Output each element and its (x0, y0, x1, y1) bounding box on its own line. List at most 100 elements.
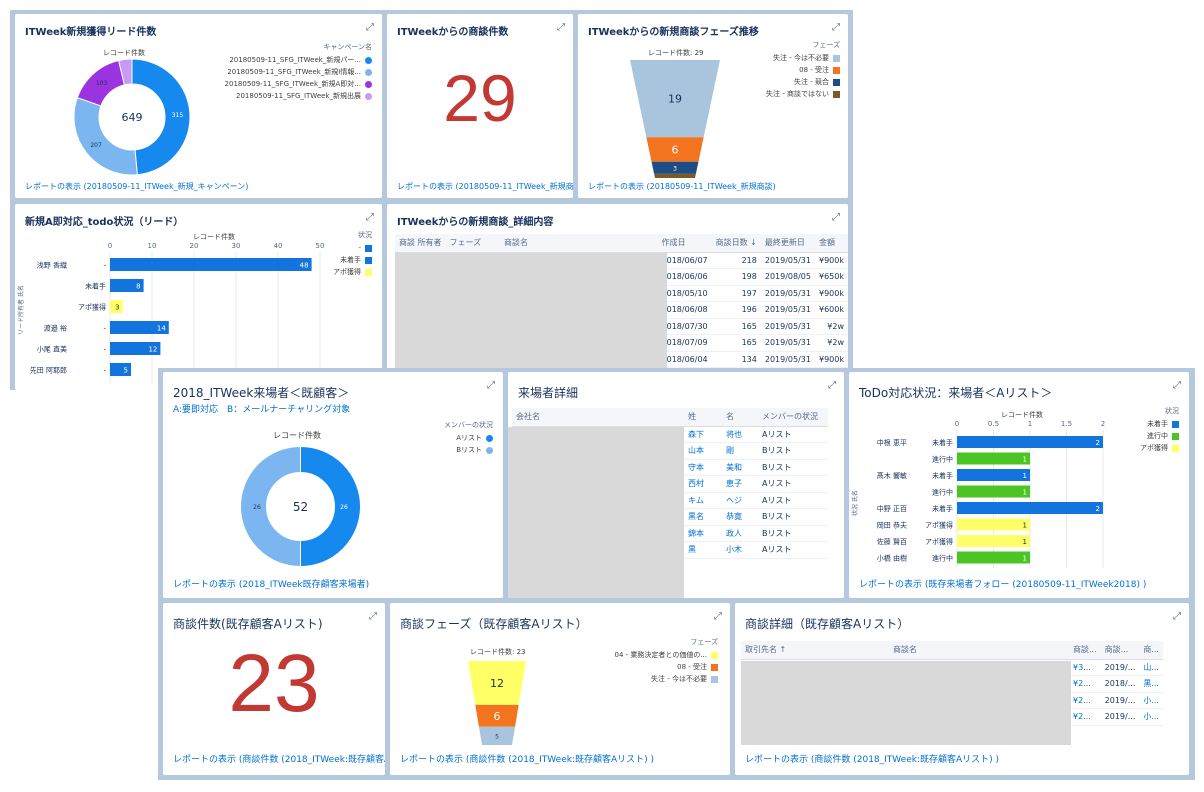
donut-segment[interactable] (73, 96, 138, 176)
expand-icon[interactable]: ⤢ (714, 611, 722, 622)
bar[interactable] (957, 452, 1030, 465)
donut-segment[interactable] (118, 58, 133, 86)
redacted-area (508, 427, 684, 598)
funnel-segment[interactable] (630, 60, 720, 138)
table-cell[interactable]: 守本 (684, 459, 722, 476)
bar[interactable] (957, 485, 1030, 498)
expand-icon[interactable]: ⤢ (832, 22, 840, 33)
legend-swatch (1172, 444, 1179, 452)
legend-swatch (365, 92, 372, 100)
bar[interactable] (110, 321, 169, 334)
table-cell[interactable]: ¥2... (1069, 675, 1101, 693)
funnel-segment[interactable] (654, 173, 696, 178)
donut-segment[interactable] (240, 445, 301, 568)
view-report-link[interactable]: レポートの表示 (商談件数 (2018_ITWeek:既存顧客Aリスト) ) (745, 755, 1000, 765)
view-report-link[interactable]: レポートの表示 (20180509-11_ITWeek_新規商談) (588, 182, 776, 191)
funnel-segment[interactable] (478, 726, 516, 745)
expand-icon[interactable]: ⤢ (1173, 611, 1181, 622)
donut-segment[interactable] (300, 445, 361, 568)
table-cell[interactable]: ¥3... (1069, 659, 1101, 676)
funnel-segment[interactable] (646, 137, 704, 162)
expand-icon[interactable]: ⤢ (832, 212, 840, 223)
bar[interactable] (110, 342, 161, 355)
table-cell[interactable]: 黒... (1139, 675, 1164, 693)
table-cell[interactable]: 西村 (684, 475, 722, 493)
bar[interactable] (957, 518, 1030, 531)
table-cell[interactable]: 美和 (722, 459, 758, 476)
table-cell[interactable]: 山本 (684, 442, 722, 460)
bar[interactable] (110, 300, 123, 313)
table-cell[interactable]: 恭寛 (722, 508, 758, 526)
legend-item: 失注 - 競合 (720, 76, 840, 88)
expand-icon[interactable]: ⤢ (369, 611, 377, 622)
table-cell: 2019/05/31 (760, 252, 815, 269)
view-report-link[interactable]: レポートの表示 (2018_ITWeek既存顧客来場者) (173, 580, 370, 590)
column-header[interactable]: 商談名 (889, 641, 1069, 660)
bar-value: 2 (1096, 505, 1100, 513)
bar[interactable] (110, 363, 131, 376)
bar[interactable] (957, 436, 1103, 448)
column-header[interactable]: フェーズ (445, 234, 501, 253)
funnel-segment[interactable] (468, 661, 526, 705)
column-header[interactable]: 姓 (684, 408, 722, 427)
expand-icon[interactable]: ⤢ (1173, 380, 1181, 391)
legend-item: 進行中 (1119, 430, 1179, 442)
expand-icon[interactable]: ⤢ (487, 380, 495, 391)
table-cell[interactable]: 森下 (684, 426, 722, 443)
view-report-link[interactable]: レポートの表示 (既存来場者フォロー (20180509-11_ITWeek20… (859, 580, 1147, 590)
table-cell[interactable]: 山... (1139, 659, 1164, 676)
column-header[interactable]: 商談... (1069, 641, 1101, 660)
bar[interactable] (110, 258, 312, 271)
view-report-link[interactable]: レポートの表示 (20180509-11_ITWeek_新規_キャンペーン) (25, 182, 249, 191)
view-report-link[interactable]: レポートの表示 (商談件数 (2018_ITWeek:既存顧客Aリスト) ) (400, 755, 655, 765)
table-cell: Aリスト (758, 492, 828, 509)
column-header[interactable]: 最終更新日 (760, 234, 815, 253)
expand-icon[interactable]: ⤢ (828, 380, 836, 391)
column-header[interactable]: 商... (1139, 641, 1164, 660)
view-report-link[interactable]: レポートの表示 (20180509-11_ITWeek_新規商談) (397, 182, 573, 191)
row-name: 中野 正百 (877, 504, 907, 513)
table-cell[interactable]: 将也 (722, 426, 758, 443)
table-cell[interactable]: 剛 (722, 442, 758, 460)
table-cell[interactable]: 黒 (684, 541, 722, 559)
column-header[interactable]: メンバーの状況 (758, 408, 828, 427)
table-cell: ¥600k (814, 301, 848, 319)
table-cell[interactable]: 政人 (722, 525, 758, 542)
bar[interactable] (110, 279, 144, 292)
column-header[interactable]: 金額 (814, 234, 848, 253)
bar[interactable] (957, 502, 1103, 514)
table-cell[interactable]: キム (684, 492, 722, 509)
bar[interactable] (957, 551, 1030, 564)
column-header[interactable]: 作成日 (657, 234, 712, 253)
table-cell: Bリスト (758, 525, 828, 542)
table-cell[interactable]: 恵子 (722, 475, 758, 493)
table-cell[interactable]: 小... (1139, 708, 1164, 726)
funnel-segment[interactable] (651, 161, 699, 174)
donut-total: 52 (293, 500, 308, 514)
view-report-link[interactable]: レポートの表示 (商談件数 (2018_ITWeek:既存顧客A... (173, 755, 385, 765)
bar[interactable] (957, 535, 1030, 547)
table-cell[interactable]: ヘジ (722, 492, 758, 509)
record-count-label: レコード件数 (273, 431, 321, 440)
column-header[interactable]: 取引先名 ↑ (741, 641, 889, 660)
donut-segment[interactable] (131, 58, 191, 176)
expand-icon[interactable]: ⤢ (557, 22, 565, 33)
funnel-value: 19 (668, 93, 682, 106)
table-cell[interactable]: ¥2... (1069, 692, 1101, 709)
table-cell[interactable]: 小... (1139, 692, 1164, 709)
table-cell[interactable]: 小木 (722, 541, 758, 559)
expand-icon[interactable]: ⤢ (366, 22, 374, 33)
table-cell[interactable]: 黒名 (684, 508, 722, 526)
table-cell[interactable]: ¥2... (1069, 708, 1101, 726)
column-header[interactable]: 会社名 (512, 408, 684, 427)
column-header[interactable]: 商談 所有者 (395, 234, 446, 253)
column-header[interactable]: 名 (722, 408, 758, 427)
column-header[interactable]: 商談名 (500, 234, 658, 253)
expand-icon[interactable]: ⤢ (366, 212, 374, 223)
table-cell[interactable]: 錦本 (684, 525, 722, 542)
bar[interactable] (957, 469, 1030, 481)
funnel-segment[interactable] (475, 704, 519, 727)
table-cell: 2019/... (1100, 692, 1140, 709)
column-header[interactable]: 商談... (1100, 641, 1140, 660)
column-header[interactable]: 商談日数 ↓ (711, 234, 761, 253)
